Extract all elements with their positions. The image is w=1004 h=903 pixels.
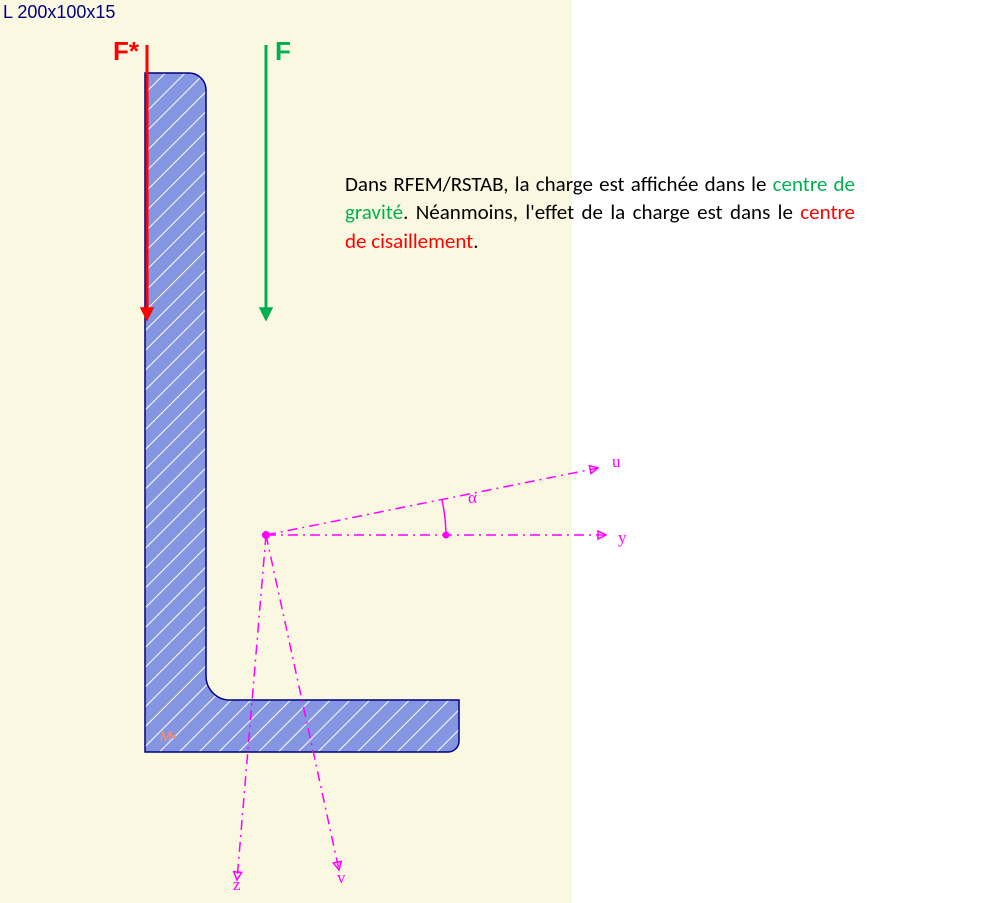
svg-layer	[0, 0, 1004, 903]
section-designation: L 200x100x15	[3, 2, 115, 23]
explanation-text: Dans RFEM/RSTAB, la charge est affichée …	[345, 170, 855, 255]
principal-axes	[234, 466, 606, 880]
angle-section-hatch	[0, 0, 1004, 903]
axis-v-label: v	[337, 868, 346, 888]
diagram-canvas: L 200x100x15 F* F y u z v α M• Dans RFEM…	[0, 0, 1004, 903]
explain-part1: Dans RFEM/RSTAB, la charge est affichée …	[345, 171, 773, 197]
axis-y-label: y	[618, 528, 627, 548]
explain-part3: .	[473, 228, 478, 254]
axis-u-label: u	[612, 452, 621, 472]
force-f-star-label: F*	[113, 36, 139, 67]
explain-part2: . Néanmoins, l'effet de la charge est da…	[403, 199, 800, 225]
shear-center-marker: M•	[160, 728, 177, 744]
force-f-label: F	[275, 36, 291, 67]
angle-alpha-label: α	[468, 488, 477, 508]
axis-z-label: z	[233, 875, 241, 895]
